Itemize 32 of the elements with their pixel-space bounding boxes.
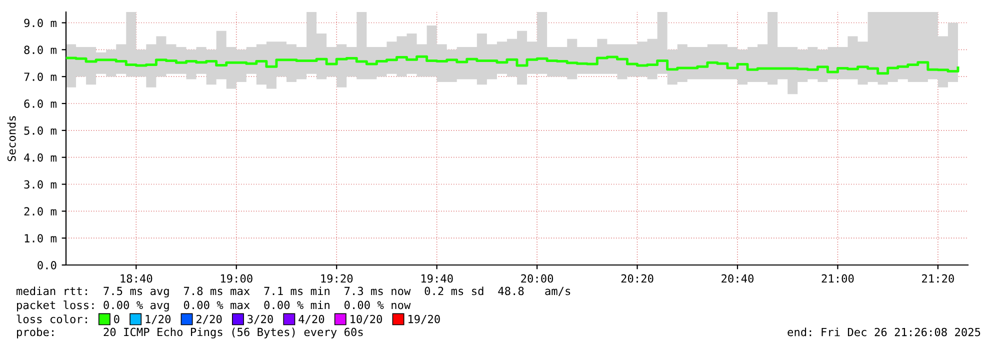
y-tick-label: 3.0 m	[24, 180, 56, 189]
text: probe: 20 ICMP Echo Pings (56 Bytes) every 60s	[17, 328, 363, 338]
y-axis-title: Seconds	[7, 116, 16, 162]
y-tick-label: 6.0 m	[24, 100, 56, 108]
x-tick-label: 19:20	[321, 274, 353, 283]
y-tick-label: 7.0 m	[24, 72, 56, 82]
y-tick-label: 4.0 m	[24, 153, 56, 162]
x-tick-label: 20:40	[722, 274, 754, 283]
legend-label: 4/20	[298, 314, 324, 324]
x-tick-label: 21:00	[822, 274, 854, 283]
text: packet loss: 0.00 % avg 0.00 % max 0.00 % min 0.00 % now	[17, 300, 411, 312]
legend-label: 0	[114, 314, 120, 324]
y-tick-label: 2.0 m	[24, 207, 56, 216]
y-tick-label: 0.0	[38, 261, 56, 270]
y-tick-label: 8.0 m	[24, 46, 56, 54]
x-tick-label: 18:40	[120, 274, 152, 283]
x-tick-label: 20:20	[621, 274, 654, 283]
text: median rtt: 7.5 ms avg 7.8 ms max 7.1 ms min 7.3 ms now 0.2 ms sd 48.8 am/s	[16, 286, 570, 298]
y-tick-label: 5.0 m	[24, 126, 56, 135]
x-tick-label: 20:00	[521, 274, 554, 283]
x-tick-label: 19:00	[220, 274, 252, 283]
legend-label: 10/20	[350, 314, 382, 324]
legend-label: 19/20	[408, 314, 440, 324]
legend-label: 1/20	[146, 314, 171, 324]
x-tick-label: 19:40	[421, 274, 453, 283]
legend-title: loss color:	[16, 314, 87, 324]
y-tick-label: 9.0 m	[24, 18, 56, 28]
x-tick-label: 21:20	[922, 274, 954, 283]
text: end: Fri Dec 26 21:26:08 2025	[788, 328, 980, 336]
legend-label: 3/20	[248, 314, 273, 324]
legend-label: 2/20	[196, 314, 222, 324]
y-tick-label: 1.0 m	[24, 234, 56, 242]
